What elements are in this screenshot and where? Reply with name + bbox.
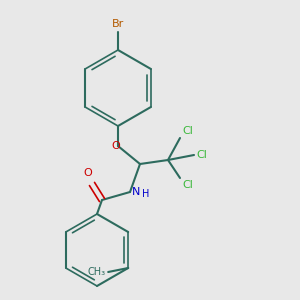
Text: H: H — [142, 189, 149, 199]
Text: Cl: Cl — [182, 180, 193, 190]
Text: N: N — [132, 187, 140, 197]
Text: O: O — [84, 168, 92, 178]
Text: O: O — [112, 141, 120, 151]
Text: CH₃: CH₃ — [87, 267, 105, 277]
Text: Cl: Cl — [196, 150, 207, 160]
Text: Br: Br — [112, 19, 124, 29]
Text: Cl: Cl — [182, 126, 193, 136]
